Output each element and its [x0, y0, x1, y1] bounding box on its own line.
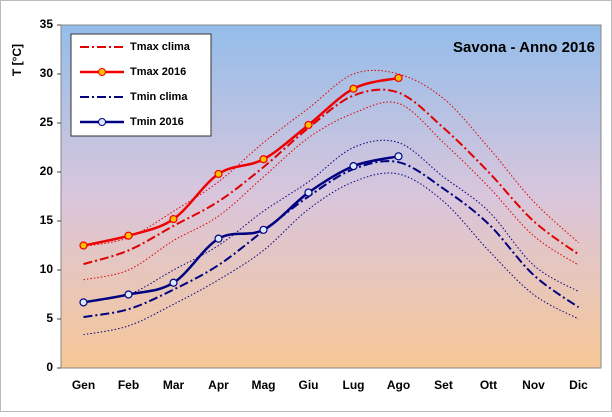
x-tick-label: Apr	[208, 378, 229, 392]
x-tick-label: Set	[434, 378, 453, 392]
series-line	[83, 88, 580, 266]
x-tick-label: Giu	[299, 378, 319, 392]
data-point	[259, 225, 268, 234]
y-tick-label: 20	[40, 164, 54, 178]
legend-marker	[98, 118, 106, 126]
legend-label: Tmax clima	[130, 41, 191, 53]
x-tick-label: Feb	[118, 378, 139, 392]
data-point	[214, 234, 223, 243]
x-tick-label: Dic	[569, 378, 588, 392]
y-tick-label: 30	[40, 66, 54, 80]
y-tick-label: 25	[40, 115, 54, 129]
chart-title: Savona - Anno 2016	[453, 39, 595, 56]
data-point	[259, 155, 268, 164]
legend-label: Tmin 2016	[130, 116, 184, 128]
legend-label: Tmax 2016	[130, 66, 186, 78]
x-tick-label: Ott	[480, 378, 497, 392]
data-point	[124, 231, 133, 240]
y-axis-label: T [°C]	[10, 44, 24, 76]
data-point	[304, 120, 313, 130]
data-point	[394, 152, 403, 161]
data-point	[349, 162, 358, 171]
x-tick-label: Lug	[343, 378, 365, 392]
x-tick-label: Nov	[522, 378, 545, 392]
x-tick-label: Mag	[252, 378, 276, 392]
series-line	[83, 69, 579, 247]
legend-items: Tmax clima Tmax 2016 Tmin clima Tmin 2016	[80, 41, 191, 128]
x-tick-label: Gen	[72, 378, 95, 392]
series-line	[83, 139, 579, 302]
y-tick-label: 10	[40, 262, 54, 276]
data-point	[79, 241, 88, 250]
legend-label: Tmin clima	[130, 91, 188, 103]
y-tick-label: 5	[46, 311, 53, 325]
series-line	[83, 160, 580, 319]
legend	[70, 33, 212, 137]
data-point	[79, 298, 88, 307]
data-point	[214, 169, 223, 179]
plot: 0 5 10 15 20 25 30 35 Gen Feb Mar Apr Mag Giu Lug Ago Se…	[40, 17, 589, 392]
legend-marker	[98, 68, 106, 76]
data-point	[169, 278, 178, 287]
data-point	[124, 290, 133, 299]
x-tick-label: Ago	[387, 378, 410, 392]
data-point	[349, 84, 358, 93]
y-tick-label: 0	[46, 360, 53, 374]
series-line	[83, 76, 399, 247]
y-tick-label: 35	[40, 17, 54, 31]
data-point	[304, 188, 313, 197]
y-tick-label: 15	[40, 213, 54, 227]
series-line	[83, 155, 399, 304]
data-point	[169, 214, 178, 224]
data-point	[394, 73, 403, 83]
x-tick-label: Mar	[163, 378, 185, 392]
